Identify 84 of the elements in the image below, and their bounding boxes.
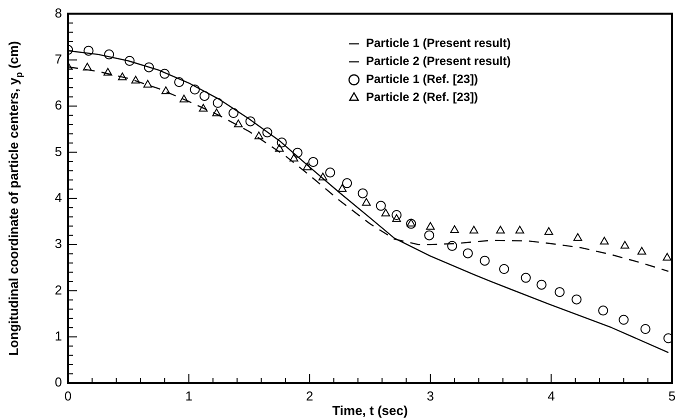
point bbox=[144, 62, 154, 72]
point bbox=[308, 156, 318, 167]
y-tick-label: 3 bbox=[54, 236, 62, 252]
point bbox=[161, 86, 170, 94]
y-tick-label: 5 bbox=[54, 144, 62, 159]
point bbox=[212, 98, 223, 108]
point bbox=[118, 72, 127, 80]
point bbox=[362, 198, 371, 206]
point bbox=[292, 148, 303, 158]
y-tick-label: 7 bbox=[54, 52, 62, 67]
y-tick-label: 1 bbox=[54, 328, 62, 344]
point bbox=[342, 178, 352, 188]
point bbox=[275, 144, 284, 152]
y-tick-label: 4 bbox=[54, 190, 62, 205]
point bbox=[544, 227, 554, 235]
y-axis-title: Longitudinal coordinate of particle centers, yp (cm) bbox=[6, 41, 24, 356]
point bbox=[338, 184, 347, 192]
point bbox=[245, 116, 256, 126]
point bbox=[262, 127, 272, 138]
point bbox=[174, 77, 184, 88]
legend-label: Particle 2 (Ref. [23]) bbox=[366, 90, 478, 104]
point bbox=[480, 256, 490, 266]
point bbox=[469, 226, 478, 234]
point bbox=[180, 94, 188, 102]
point bbox=[84, 46, 94, 56]
x-tick-label: 1 bbox=[185, 388, 192, 404]
point bbox=[228, 108, 238, 118]
point bbox=[234, 120, 243, 128]
x-tick-label: 2 bbox=[306, 388, 314, 404]
point bbox=[499, 264, 510, 274]
point bbox=[200, 90, 210, 101]
point bbox=[302, 162, 312, 170]
point bbox=[600, 236, 609, 245]
point bbox=[381, 208, 390, 216]
point bbox=[662, 252, 672, 261]
point bbox=[462, 248, 473, 258]
point bbox=[496, 226, 505, 234]
x-tick-label: 4 bbox=[548, 388, 555, 404]
point bbox=[198, 104, 208, 112]
legend-label: Particle 1 (Present result) bbox=[366, 36, 511, 50]
x-tick-label: 0 bbox=[64, 388, 72, 404]
point bbox=[392, 214, 401, 222]
point bbox=[103, 68, 112, 76]
point bbox=[450, 225, 459, 233]
point bbox=[392, 210, 402, 220]
point bbox=[573, 233, 582, 241]
legend-label: Particle 2 (Present result) bbox=[366, 54, 511, 68]
point bbox=[131, 76, 140, 84]
point bbox=[358, 188, 368, 198]
y-tick-label: 8 bbox=[54, 5, 62, 20]
point bbox=[663, 333, 672, 344]
point bbox=[640, 324, 650, 334]
legend-label: Particle 1 (Ref. [23]) bbox=[366, 72, 478, 86]
x-tick-label: 5 bbox=[668, 388, 676, 404]
point bbox=[254, 132, 264, 140]
point bbox=[212, 108, 221, 116]
point bbox=[276, 138, 287, 148]
point bbox=[318, 172, 328, 180]
point bbox=[376, 200, 386, 211]
point bbox=[190, 84, 200, 94]
point bbox=[424, 230, 434, 240]
point bbox=[104, 49, 114, 60]
point bbox=[637, 246, 646, 255]
point bbox=[325, 168, 336, 178]
y-tick-label: 6 bbox=[54, 98, 62, 113]
point bbox=[124, 56, 135, 66]
point bbox=[598, 306, 608, 316]
point bbox=[447, 240, 458, 251]
point bbox=[515, 226, 524, 234]
y-tick-label: 2 bbox=[54, 282, 62, 298]
point bbox=[572, 294, 582, 304]
point bbox=[143, 80, 152, 88]
point bbox=[618, 314, 629, 325]
point bbox=[290, 154, 298, 162]
point bbox=[426, 222, 435, 230]
x-axis-title: Time, t (sec) bbox=[332, 403, 408, 418]
point bbox=[82, 62, 92, 71]
point bbox=[520, 272, 531, 283]
point bbox=[554, 287, 565, 298]
point bbox=[620, 240, 630, 249]
x-tick-label: 3 bbox=[426, 388, 434, 404]
point bbox=[160, 68, 170, 79]
point bbox=[536, 280, 547, 290]
y-tick-label: 0 bbox=[54, 374, 62, 390]
